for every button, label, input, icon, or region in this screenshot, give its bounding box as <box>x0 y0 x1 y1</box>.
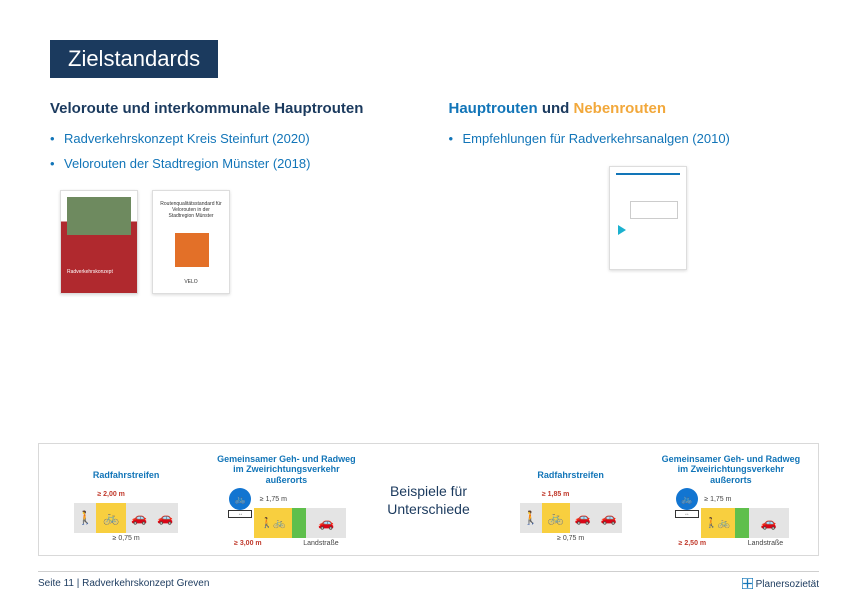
sign-column: 🚲 ↔ <box>226 490 254 538</box>
example-title: Gemeinsamer Geh- und Radweg im Zweiricht… <box>213 454 359 486</box>
example-radfahrstreifen-2: Radfahrstreifen 🚶 ≥ 1,85 m🚲 🚗 🚗 ≥ 0,75 m <box>498 459 644 542</box>
footer-sep: | <box>74 578 82 589</box>
left-bullets: Radverkehrskonzept Kreis Steinfurt (2020… <box>50 127 409 176</box>
road-label: Landstraße <box>303 540 338 547</box>
examples-panel: Radfahrstreifen 🚶 ≥ 2,00 m🚲 🚗 🚗 ≥ 0,75 m… <box>38 443 819 556</box>
footer-left: Seite 11 | Radverkehrskonzept Greven <box>38 578 209 590</box>
heading-und: und <box>538 100 574 117</box>
page-number: Seite 11 <box>38 578 74 589</box>
main-width: ≥ 3,00 m <box>234 540 262 547</box>
lane-width: ≥ 1,75 m <box>254 496 292 503</box>
examples-center-label: Beispiele für Unterschiede <box>374 482 484 518</box>
example-title: Radfahrstreifen <box>498 459 644 481</box>
sign-sub: ↔ <box>675 510 699 518</box>
lane-width: ≥ 2,00 m <box>96 491 126 498</box>
bullet-item: Radverkehrskonzept Kreis Steinfurt (2020… <box>50 127 409 152</box>
thumbnail-steinfurt: Radverkehrskonzept <box>60 190 138 294</box>
example-gemeinsam-1: Gemeinsamer Geh- und Radweg im Zweiricht… <box>213 454 359 547</box>
cross-section: 🚶 ≥ 2,00 m🚲 🚗 🚗 <box>53 485 199 533</box>
example-title: Gemeinsamer Geh- und Radweg im Zweiricht… <box>658 454 804 486</box>
example-title: Radfahrstreifen <box>53 459 199 481</box>
cross-section: 🚶 ≥ 1,85 m🚲 🚗 🚗 <box>498 485 644 533</box>
cross-section: 🚲 ↔ ≥ 1,75 m🚶🚲 🚗 <box>658 490 804 538</box>
sign-column: 🚲 ↔ <box>673 490 701 538</box>
under-labels: ≥ 2,50 m Landstraße <box>658 540 804 547</box>
heading-blue: Hauptrouten <box>449 100 538 117</box>
traffic-sign-icon: 🚲 <box>676 488 698 510</box>
right-thumbnails <box>449 166 808 270</box>
thumbnail-empfehlungen <box>609 166 687 270</box>
thumb-label: VELO <box>153 279 229 285</box>
right-column: Hauptrouten und Nebenrouten Empfehlungen… <box>449 100 808 294</box>
lane-width: ≥ 1,75 m <box>701 496 735 503</box>
doc-title: Radverkehrskonzept Greven <box>82 578 209 589</box>
lane-width: ≥ 1,85 m <box>542 491 570 498</box>
thumb-label: Radverkehrskonzept <box>67 269 113 275</box>
brand-name: Planersozietät <box>756 579 819 590</box>
right-heading: Hauptrouten und Nebenrouten <box>449 100 808 117</box>
bullet-item: Empfehlungen für Radverkehrsanalgen (201… <box>449 127 808 152</box>
bullet-item: Velorouten der Stadtregion Münster (2018… <box>50 152 409 177</box>
under-labels: ≥ 3,00 m Landstraße <box>213 540 359 547</box>
left-column: Veloroute und interkommunale Hauptrouten… <box>50 100 409 294</box>
example-radfahrstreifen-1: Radfahrstreifen 🚶 ≥ 2,00 m🚲 🚗 🚗 ≥ 0,75 m <box>53 459 199 542</box>
slide-footer: Seite 11 | Radverkehrskonzept Greven Pla… <box>38 571 819 590</box>
example-gemeinsam-2: Gemeinsamer Geh- und Radweg im Zweiricht… <box>658 454 804 547</box>
slide-title: Zielstandards <box>50 40 218 78</box>
right-bullets: Empfehlungen für Radverkehrsanalgen (201… <box>449 127 808 152</box>
sub-width: ≥ 0,75 m <box>557 535 584 542</box>
cross-section: 🚲 ↔ ≥ 1,75 m🚶🚲 🚗 <box>213 490 359 538</box>
brand-icon <box>742 578 753 589</box>
main-width: ≥ 2,50 m <box>679 540 707 547</box>
left-thumbnails: Radverkehrskonzept Routenqualitätsstanda… <box>50 190 409 294</box>
thumbnail-velorouten: Routenqualitätsstandard für Velorouten i… <box>152 190 230 294</box>
heading-yellow: Nebenrouten <box>574 100 667 117</box>
under-labels: ≥ 0,75 m <box>498 535 644 542</box>
traffic-sign-icon: 🚲 <box>229 488 251 510</box>
footer-brand: Planersozietät <box>742 578 819 590</box>
road-label: Landstraße <box>748 540 783 547</box>
thumb-label: Routenqualitätsstandard für Velorouten i… <box>159 201 223 219</box>
under-labels: ≥ 0,75 m <box>53 535 199 542</box>
sign-sub: ↔ <box>228 510 252 518</box>
left-heading: Veloroute und interkommunale Hauptrouten <box>50 100 409 117</box>
sub-width: ≥ 0,75 m <box>113 535 140 542</box>
content-columns: Veloroute und interkommunale Hauptrouten… <box>50 100 807 294</box>
